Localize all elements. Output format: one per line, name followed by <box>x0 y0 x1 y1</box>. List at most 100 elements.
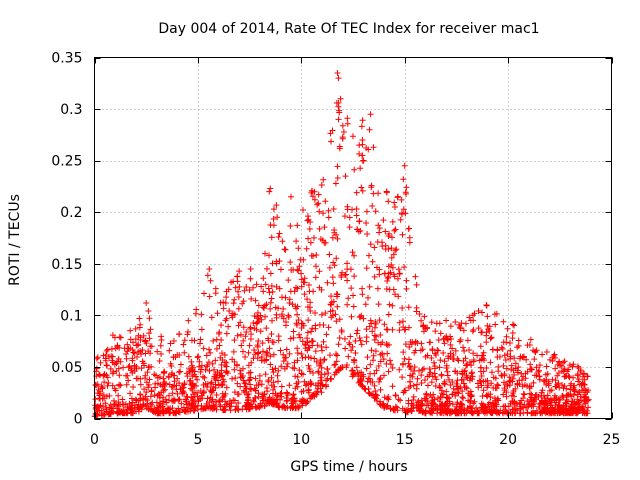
data-point <box>386 230 393 237</box>
data-point <box>353 330 360 337</box>
data-point <box>379 401 386 408</box>
data-point <box>260 288 267 295</box>
data-point <box>392 403 399 410</box>
data-point <box>426 371 433 378</box>
data-point <box>124 372 131 379</box>
data-point <box>304 296 311 303</box>
data-point <box>555 408 562 415</box>
data-point <box>448 335 455 342</box>
data-point <box>258 316 265 323</box>
data-point <box>331 362 338 369</box>
data-point <box>334 175 341 182</box>
data-point <box>358 312 365 319</box>
data-point <box>551 351 558 358</box>
data-point <box>108 345 115 352</box>
data-point <box>294 311 301 318</box>
data-point <box>371 336 378 343</box>
y-tick-label: 0.05 <box>51 360 82 376</box>
data-point <box>130 409 137 416</box>
data-point <box>426 366 433 373</box>
data-point <box>337 95 344 102</box>
data-point <box>170 372 177 379</box>
data-point <box>509 378 516 385</box>
data-point <box>377 358 384 365</box>
data-point <box>413 281 420 288</box>
data-point <box>470 317 477 324</box>
data-point <box>383 326 390 333</box>
data-point <box>267 270 274 277</box>
data-point <box>254 404 261 411</box>
data-point <box>464 362 471 369</box>
data-point <box>384 277 391 284</box>
data-point <box>235 305 242 312</box>
data-point <box>391 199 398 206</box>
data-point <box>581 370 588 377</box>
y-tick-label: 0.3 <box>60 102 82 118</box>
data-point <box>117 401 124 408</box>
data-point <box>351 273 358 280</box>
data-point <box>175 396 182 403</box>
data-point <box>389 264 396 271</box>
data-point <box>289 364 296 371</box>
data-point <box>511 355 518 362</box>
data-point <box>566 362 573 369</box>
data-point <box>389 383 396 390</box>
data-point <box>291 359 298 366</box>
data-point <box>436 320 443 327</box>
data-point <box>335 75 342 82</box>
data-point <box>333 255 340 262</box>
data-point <box>298 270 305 277</box>
data-point <box>253 326 260 333</box>
y-tick-label: 0 <box>74 412 83 428</box>
data-point <box>251 346 258 353</box>
data-point <box>204 395 211 402</box>
data-point <box>358 184 365 191</box>
data-point <box>282 246 289 253</box>
data-point <box>262 313 269 320</box>
data-point <box>546 387 553 394</box>
data-point <box>318 182 325 189</box>
data-point <box>348 367 355 374</box>
data-point <box>357 377 364 384</box>
data-point <box>563 409 570 416</box>
data-point <box>263 325 270 332</box>
data-point <box>142 337 149 344</box>
data-point <box>310 369 317 376</box>
data-point <box>449 391 456 398</box>
data-point <box>156 373 163 380</box>
data-point <box>146 335 153 342</box>
data-point <box>418 317 425 324</box>
data-point <box>203 363 210 370</box>
data-point <box>556 358 563 365</box>
data-point <box>320 176 327 183</box>
data-point <box>430 406 437 413</box>
data-point <box>386 301 393 308</box>
data-point <box>124 341 131 348</box>
data-point <box>457 384 464 391</box>
data-point <box>146 330 153 337</box>
data-point <box>344 277 351 284</box>
data-point <box>433 376 440 383</box>
data-point <box>432 328 439 335</box>
data-point <box>147 406 154 413</box>
data-point <box>298 388 305 395</box>
data-point <box>561 358 568 365</box>
data-point <box>115 365 122 372</box>
data-point <box>528 366 535 373</box>
data-point <box>438 387 445 394</box>
data-point <box>383 360 390 367</box>
data-point <box>444 398 451 405</box>
data-point <box>303 381 310 388</box>
data-point <box>411 364 418 371</box>
data-point <box>364 294 371 301</box>
data-point <box>555 369 562 376</box>
data-point <box>466 314 473 321</box>
data-point <box>456 338 463 345</box>
data-point <box>253 382 260 389</box>
data-point <box>218 367 225 374</box>
data-point <box>293 305 300 312</box>
data-point <box>275 333 282 340</box>
data-point <box>217 299 224 306</box>
data-point <box>223 294 230 301</box>
data-point <box>409 371 416 378</box>
